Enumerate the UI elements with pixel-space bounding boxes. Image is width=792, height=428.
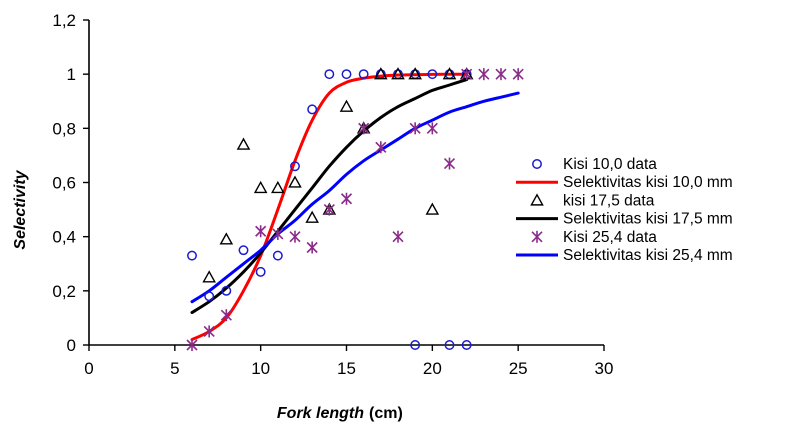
data-point-series-4 (186, 339, 198, 351)
legend-label: kisi 17,5 data (563, 192, 655, 209)
data-point-series-4 (409, 122, 421, 135)
x-tick-label: 15 (337, 359, 356, 378)
data-point-series-4 (478, 68, 490, 81)
data-markers (186, 67, 524, 351)
x-axis-unit: (cm) (369, 405, 403, 422)
y-tick-label: 0,8 (52, 119, 76, 138)
data-point-series-4 (358, 122, 370, 135)
data-point-series-4 (392, 230, 404, 243)
y-tick-label: 0,4 (52, 228, 76, 247)
axes (83, 19, 605, 351)
data-point-series-2 (253, 180, 268, 194)
legend-swatch-marker (532, 159, 542, 169)
y-tick-label: 1 (67, 65, 76, 84)
fit-line-series-5 (190, 91, 520, 304)
x-tick-label: 20 (423, 359, 442, 378)
data-point-series-0 (204, 291, 215, 302)
data-point-series-2 (425, 202, 440, 215)
legend-swatch-marker (531, 230, 543, 243)
y-tick-label: 0 (67, 336, 76, 355)
data-point-series-2 (374, 67, 388, 80)
data-point-series-0 (427, 69, 438, 80)
data-point-series-0 (255, 266, 266, 277)
data-point-series-0 (358, 69, 369, 80)
data-point-series-0 (272, 250, 283, 261)
y-tick-label: 1,2 (52, 11, 76, 30)
data-point-series-2 (442, 67, 457, 80)
x-tick-label: 0 (84, 359, 93, 378)
data-point-series-2 (236, 137, 251, 150)
y-axis-title-group: Selectivity (12, 169, 29, 249)
data-point-series-4 (272, 227, 284, 240)
x-tick-label: 10 (251, 359, 270, 378)
data-point-series-4 (375, 141, 387, 154)
data-point-series-4 (495, 68, 507, 81)
x-tick-label: 25 (509, 359, 528, 378)
data-point-series-4 (323, 203, 335, 216)
data-point-series-0 (324, 69, 335, 80)
data-point-series-4 (461, 68, 473, 81)
y-tick-label: 0,6 (52, 174, 76, 193)
data-point-series-2 (219, 232, 234, 245)
tick-labels: 0 5 10 15 20 25 30 0 0,2 0,4 0,6 0,8 1 1,2 (52, 11, 613, 378)
data-point-series-0 (187, 250, 197, 261)
data-point-series-0 (341, 69, 352, 80)
data-point-series-4 (340, 192, 353, 205)
data-point-series-0 (444, 340, 455, 350)
data-point-series-0 (307, 104, 318, 115)
legend-label: Kisi 10,0 data (563, 156, 657, 173)
legend-label: Selektivitas kisi 25,4 mm (563, 247, 733, 264)
y-tick-label: 0,2 (52, 282, 76, 301)
data-point-series-4 (306, 241, 318, 254)
y-axis-title: Selectivity (12, 169, 29, 249)
legend-label: Selektivitas kisi 17,5 mm (563, 211, 733, 228)
data-point-series-2 (339, 99, 354, 112)
data-point-series-4 (512, 68, 524, 81)
data-point-series-2 (305, 210, 319, 223)
data-point-series-2 (288, 175, 302, 188)
fitted-lines (190, 72, 520, 342)
legend-label: Selektivitas kisi 10,0 mm (563, 174, 733, 191)
data-point-series-2 (271, 180, 285, 194)
data-point-series-4 (443, 157, 456, 170)
data-point-series-0 (290, 161, 300, 172)
data-point-series-4 (255, 225, 267, 238)
data-point-series-4 (220, 309, 232, 322)
x-axis-title-group: Fork length (cm) (277, 405, 403, 422)
data-point-series-2 (408, 67, 422, 80)
data-point-series-4 (203, 325, 215, 338)
data-point-series-0 (221, 285, 232, 296)
x-tick-label: 5 (170, 359, 179, 378)
data-point-series-0 (461, 340, 472, 350)
legend-label: Kisi 25,4 data (563, 229, 657, 246)
data-point-series-4 (426, 122, 438, 135)
x-tick-label: 30 (595, 359, 614, 378)
data-point-series-4 (289, 230, 301, 243)
data-point-series-2 (391, 67, 405, 80)
fit-line-series-3 (190, 78, 469, 314)
data-point-series-0 (238, 245, 249, 256)
data-point-series-2 (202, 270, 216, 283)
x-axis-title: Fork length (277, 405, 364, 422)
legend-swatch-marker (530, 193, 544, 206)
data-point-series-0 (410, 340, 421, 350)
